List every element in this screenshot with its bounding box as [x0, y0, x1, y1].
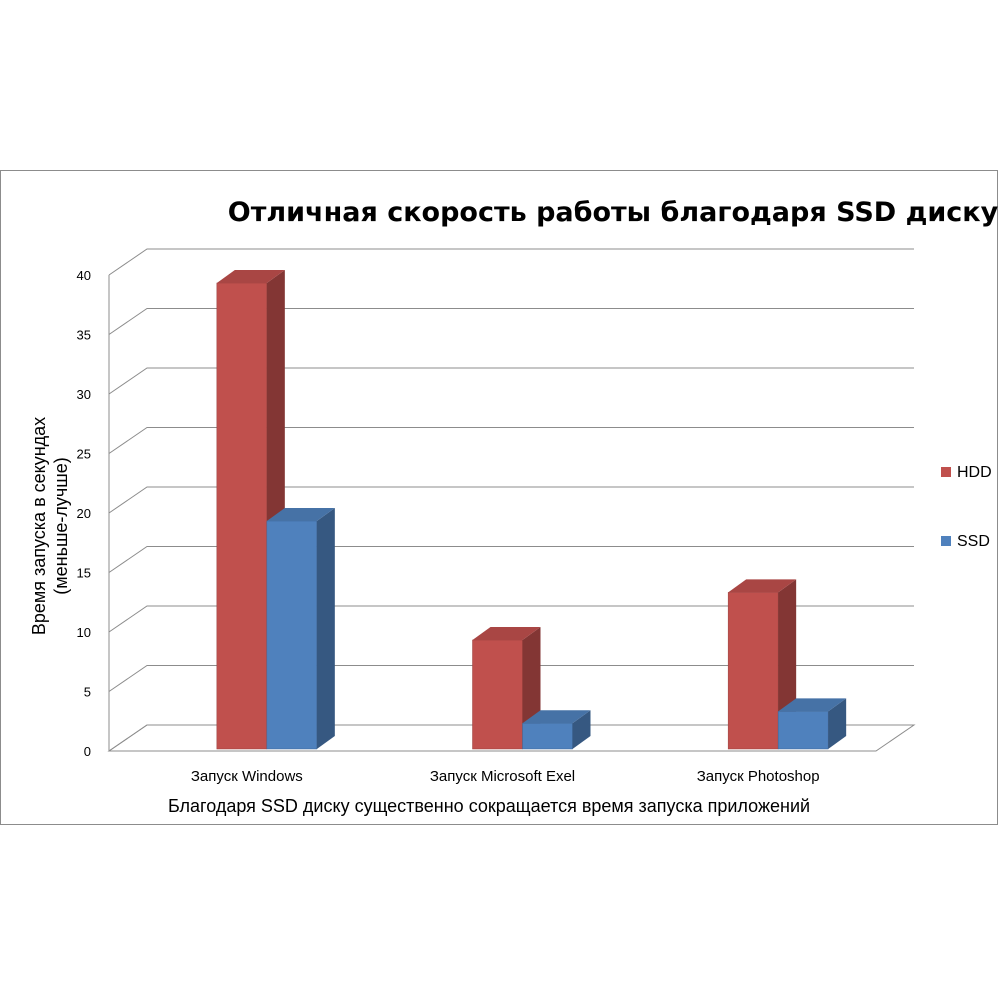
- y-tick-label: 0: [84, 744, 91, 759]
- gridline: [108, 486, 914, 514]
- x-tick-label: Запуск Windows: [191, 768, 303, 785]
- bar-front: [777, 711, 829, 750]
- legend-label-hdd: HDD: [957, 464, 992, 481]
- legend-swatch-ssd: [941, 536, 951, 546]
- y-tick-label: 35: [77, 328, 91, 343]
- gridline: [108, 248, 914, 276]
- y-tick-label: 5: [84, 685, 91, 700]
- y-tick-label: 10: [77, 625, 91, 640]
- bar-front: [266, 520, 318, 750]
- bar-top: [778, 698, 847, 712]
- y-axis-label: Время запуска в секундах: [29, 417, 49, 635]
- bar-front: [727, 592, 779, 750]
- bars: [216, 270, 847, 750]
- bar-top: [216, 270, 285, 283]
- legend: HDD SSD: [941, 464, 992, 550]
- gridline: [108, 546, 914, 573]
- legend-swatch-hdd: [941, 467, 951, 477]
- legend-label-ssd: SSD: [957, 533, 990, 550]
- gridline: [108, 367, 914, 395]
- y-tick-labels: 0 5 10 15 20 25 30 35 40: [77, 268, 91, 759]
- x-tick-label: Запуск Photoshop: [697, 768, 820, 785]
- bar-ssd-0: [266, 508, 335, 750]
- gridline: [108, 605, 914, 633]
- gridline: [108, 427, 914, 454]
- bar-side: [828, 698, 847, 749]
- y-tick-label: 30: [77, 387, 91, 402]
- bar-front: [522, 723, 573, 750]
- y-axis-label-note: (меньше-лучше): [51, 457, 71, 594]
- x-axis-label: Благодаря SSD диску существенно сокращае…: [168, 796, 810, 816]
- chart-title: Отличная скорость работы благодаря SSD д…: [228, 197, 999, 228]
- bar-ssd-1: [522, 710, 591, 750]
- gridline: [108, 724, 914, 752]
- bar-front: [472, 639, 523, 750]
- x-tick-labels: Запуск Windows Запуск Microsoft Exel Запус…: [191, 768, 820, 785]
- bar-front: [216, 282, 268, 750]
- gridline: [108, 665, 914, 692]
- gridlines: [108, 248, 914, 752]
- chart-frame: 0 5 10 15 20 25 30 35 40 Запуск Windows Запуск Mi…: [0, 170, 999, 825]
- y-tick-label: 15: [77, 566, 91, 581]
- bar-chart: 0 5 10 15 20 25 30 35 40 Запуск Windows Запуск Mi…: [29, 197, 999, 816]
- bar-side: [316, 508, 335, 749]
- x-tick-label: Запуск Microsoft Exel: [430, 768, 575, 785]
- bar-top: [728, 579, 797, 593]
- bar-top: [522, 710, 591, 724]
- y-tick-label: 40: [77, 268, 91, 283]
- gridline: [108, 308, 914, 335]
- bar-top: [266, 508, 335, 521]
- bar-top: [472, 627, 541, 640]
- y-tick-label: 25: [77, 447, 91, 462]
- bar-side: [572, 710, 591, 749]
- bar-ssd-2: [777, 698, 847, 750]
- y-tick-label: 20: [77, 506, 91, 521]
